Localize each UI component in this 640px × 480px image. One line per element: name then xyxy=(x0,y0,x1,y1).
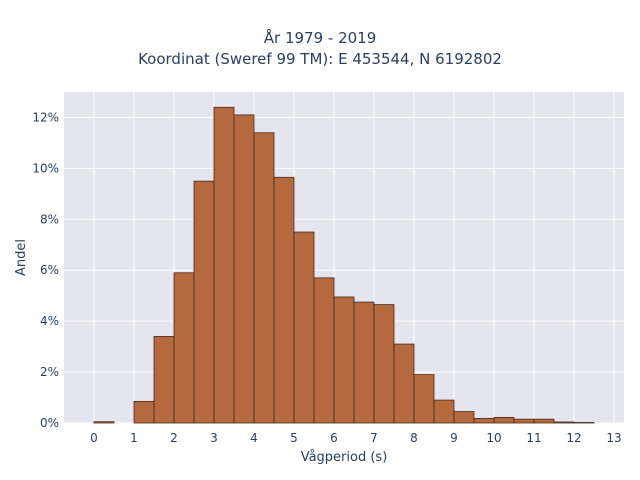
x-tick-label: 1 xyxy=(130,431,138,445)
x-tick-label: 12 xyxy=(566,431,581,445)
histogram-bar xyxy=(273,176,295,424)
y-tick-label: 10% xyxy=(32,161,59,175)
histogram-bar xyxy=(133,400,155,424)
histogram-bar xyxy=(373,304,395,424)
histogram-bar xyxy=(553,421,575,424)
histogram-bar xyxy=(153,336,175,424)
histogram-bar xyxy=(313,277,335,424)
x-axis-ticks: 0 1 2 3 4 5 6 7 8 9 10 11 12 13 xyxy=(90,431,621,445)
y-tick-label: 0% xyxy=(40,416,59,430)
y-tick-label: 4% xyxy=(40,314,59,328)
y-tick-label: 6% xyxy=(40,263,59,277)
x-tick-label: 7 xyxy=(370,431,378,445)
x-tick-label: 0 xyxy=(90,431,98,445)
x-tick-label: 4 xyxy=(250,431,258,445)
histogram-bar xyxy=(253,132,275,424)
x-axis-label: Vågperiod (s) xyxy=(301,450,388,465)
chart-title: År 1979 - 2019 xyxy=(263,29,377,47)
histogram-bar xyxy=(233,114,255,424)
y-axis-ticks: 0% 2% 4% 6% 8% 10% 12% xyxy=(32,110,59,430)
histogram-bar xyxy=(173,272,195,424)
histogram-bar xyxy=(213,106,235,424)
y-axis-label: Andel xyxy=(14,239,29,276)
x-tick-label: 11 xyxy=(526,431,541,445)
x-tick-label: 6 xyxy=(330,431,338,445)
y-tick-label: 8% xyxy=(40,212,59,226)
histogram-bar xyxy=(453,411,475,424)
x-tick-label: 5 xyxy=(290,431,298,445)
histogram-bar xyxy=(513,418,535,424)
x-tick-label: 2 xyxy=(170,431,178,445)
histogram-bar xyxy=(93,421,115,424)
x-tick-label: 13 xyxy=(606,431,621,445)
histogram-bar xyxy=(473,418,495,424)
histogram-bar xyxy=(533,418,555,424)
y-tick-label: 2% xyxy=(40,365,59,379)
y-tick-label: 12% xyxy=(32,110,59,124)
histogram-bar xyxy=(353,301,375,424)
x-tick-label: 9 xyxy=(450,431,458,445)
histogram-bar xyxy=(573,422,595,424)
x-tick-label: 3 xyxy=(210,431,218,445)
bars xyxy=(93,106,595,424)
chart-subtitle: Koordinat (Sweref 99 TM): E 453544, N 61… xyxy=(138,50,502,68)
histogram-bar xyxy=(433,399,455,424)
histogram-bar xyxy=(193,180,215,424)
histogram-bar xyxy=(493,416,515,424)
histogram-bar xyxy=(293,231,315,424)
histogram-bar xyxy=(333,296,355,424)
histogram-bar xyxy=(413,374,435,424)
x-tick-label: 8 xyxy=(410,431,418,445)
histogram-bar xyxy=(393,343,415,424)
x-tick-label: 10 xyxy=(486,431,501,445)
